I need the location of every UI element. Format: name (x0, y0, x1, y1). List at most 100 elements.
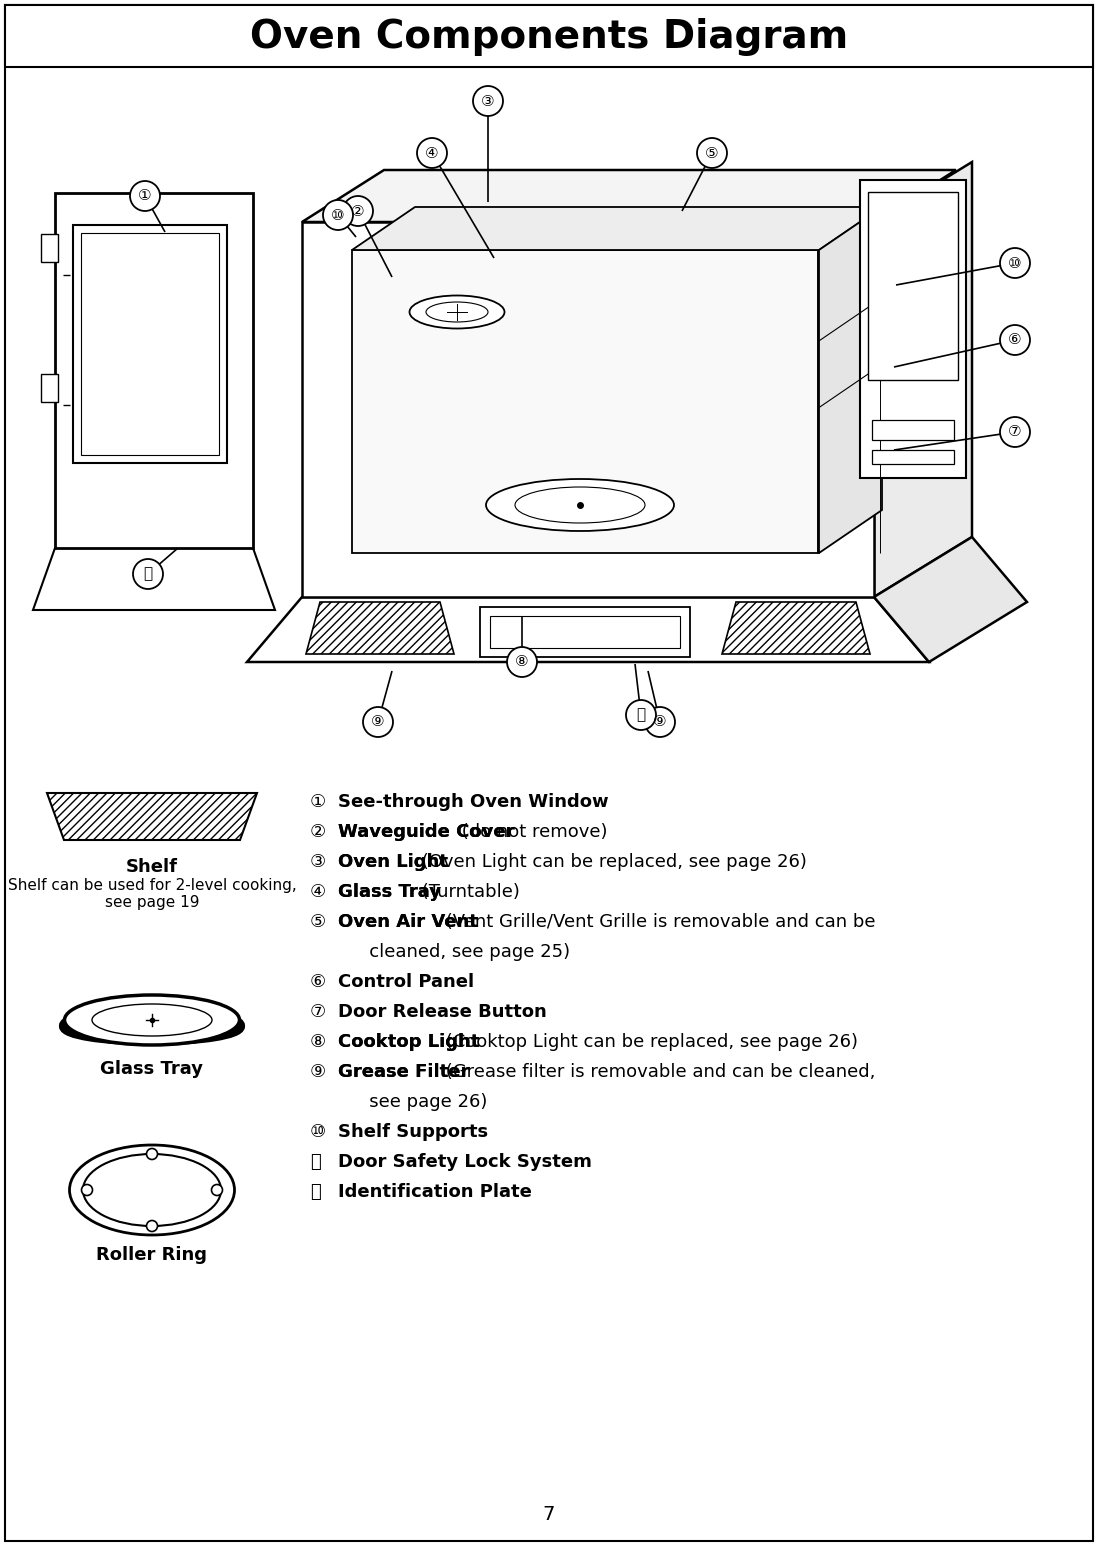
Polygon shape (874, 536, 1027, 662)
Text: ①: ① (310, 793, 326, 812)
Text: ⑨: ⑨ (371, 714, 384, 730)
Text: Shelf can be used for 2-level cooking,: Shelf can be used for 2-level cooking, (8, 878, 296, 894)
Text: ⑥: ⑥ (1008, 332, 1022, 348)
Bar (860, 179, 966, 478)
Bar (872, 421, 954, 441)
Text: Glass Tray: Glass Tray (338, 883, 441, 901)
Text: (Vent Grille/Vent Grille is removable and can be: (Vent Grille/Vent Grille is removable an… (440, 914, 875, 931)
Polygon shape (47, 793, 257, 839)
Text: Glass Tray: Glass Tray (101, 1061, 203, 1078)
Ellipse shape (515, 487, 645, 523)
Text: (Turntable): (Turntable) (416, 883, 520, 901)
Text: ⑦: ⑦ (1008, 425, 1022, 439)
Text: ⑤: ⑤ (705, 145, 719, 161)
Ellipse shape (65, 996, 239, 1045)
Circle shape (146, 1220, 157, 1232)
Circle shape (1000, 247, 1030, 278)
Text: ⑩: ⑩ (310, 1122, 326, 1141)
Ellipse shape (83, 1153, 221, 1226)
Text: ⑫: ⑫ (637, 708, 646, 722)
Bar (41, 233, 58, 261)
Circle shape (343, 196, 373, 226)
Text: Waveguide Cover: Waveguide Cover (338, 822, 515, 841)
Text: ⑥: ⑥ (310, 972, 326, 991)
Text: Cooktop Light: Cooktop Light (338, 1033, 480, 1051)
Circle shape (212, 1184, 223, 1195)
Ellipse shape (65, 1013, 239, 1040)
Polygon shape (352, 207, 882, 250)
Text: ⑨: ⑨ (653, 714, 666, 730)
Circle shape (1000, 325, 1030, 356)
Circle shape (473, 87, 503, 116)
Circle shape (133, 560, 163, 589)
Ellipse shape (92, 1003, 212, 1036)
Text: ⑩: ⑩ (1008, 255, 1022, 271)
Text: ②: ② (351, 204, 365, 218)
Bar (869, 192, 957, 380)
Ellipse shape (69, 1146, 235, 1235)
Text: Door Safety Lock System: Door Safety Lock System (338, 1153, 592, 1170)
Text: ⑩: ⑩ (332, 207, 345, 223)
Ellipse shape (410, 295, 504, 328)
Bar (490, 615, 680, 648)
Circle shape (130, 181, 160, 210)
Ellipse shape (426, 301, 488, 322)
Bar (302, 223, 874, 597)
Text: ⑫: ⑫ (310, 1183, 321, 1201)
Polygon shape (306, 601, 453, 654)
Text: ④: ④ (425, 145, 439, 161)
Text: Glass Tray: Glass Tray (338, 883, 441, 901)
Text: ⑧: ⑧ (310, 1033, 326, 1051)
Bar (480, 608, 690, 657)
Text: Control Panel: Control Panel (338, 972, 474, 991)
Text: ④: ④ (310, 883, 326, 901)
Text: (Cooktop Light can be replaced, see page 26): (Cooktop Light can be replaced, see page… (440, 1033, 858, 1051)
Text: (Oven Light can be replaced, see page 26): (Oven Light can be replaced, see page 26… (416, 853, 807, 870)
Circle shape (507, 646, 537, 677)
Text: (do not remove): (do not remove) (456, 822, 607, 841)
Bar (352, 250, 819, 553)
Bar (872, 450, 954, 464)
Circle shape (323, 199, 352, 230)
Bar (5, 5, 1093, 66)
Circle shape (1000, 417, 1030, 447)
Text: Door Release Button: Door Release Button (338, 1003, 547, 1020)
Polygon shape (302, 170, 956, 223)
Text: see page 26): see page 26) (352, 1093, 488, 1112)
Text: ⑨: ⑨ (310, 1064, 326, 1081)
Polygon shape (819, 207, 882, 553)
Text: Oven Air Vent: Oven Air Vent (338, 914, 478, 931)
Bar (55, 193, 253, 547)
Text: ⑪: ⑪ (310, 1153, 321, 1170)
Text: ①: ① (138, 189, 152, 204)
Bar (81, 233, 219, 455)
Text: Oven Components Diagram: Oven Components Diagram (250, 19, 848, 56)
Text: Grease Filter: Grease Filter (338, 1064, 469, 1081)
Polygon shape (33, 547, 274, 611)
Text: Waveguide Cover: Waveguide Cover (338, 822, 515, 841)
Circle shape (363, 707, 393, 737)
Text: See-through Oven Window: See-through Oven Window (338, 793, 608, 812)
Text: Identification Plate: Identification Plate (338, 1183, 531, 1201)
Text: Oven Light: Oven Light (338, 853, 448, 870)
Text: Roller Ring: Roller Ring (97, 1246, 208, 1265)
Text: Oven Air Vent: Oven Air Vent (338, 914, 478, 931)
Text: ⑪: ⑪ (144, 566, 153, 581)
Text: Shelf Supports: Shelf Supports (338, 1122, 489, 1141)
Text: (Grease filter is removable and can be cleaned,: (Grease filter is removable and can be c… (440, 1064, 875, 1081)
Text: see page 19: see page 19 (104, 895, 199, 911)
Circle shape (81, 1184, 92, 1195)
Circle shape (697, 138, 727, 169)
Bar (72, 226, 227, 462)
Polygon shape (722, 601, 870, 654)
Text: ③: ③ (481, 93, 495, 108)
Text: Grease Filter: Grease Filter (338, 1064, 469, 1081)
Text: ⑤: ⑤ (310, 914, 326, 931)
Text: ③: ③ (310, 853, 326, 870)
Bar (41, 374, 58, 402)
Ellipse shape (486, 479, 674, 530)
Text: Cooktop Light: Cooktop Light (338, 1033, 480, 1051)
Text: ⑦: ⑦ (310, 1003, 326, 1020)
Circle shape (146, 1149, 157, 1160)
Text: cleaned, see page 25): cleaned, see page 25) (352, 943, 570, 962)
